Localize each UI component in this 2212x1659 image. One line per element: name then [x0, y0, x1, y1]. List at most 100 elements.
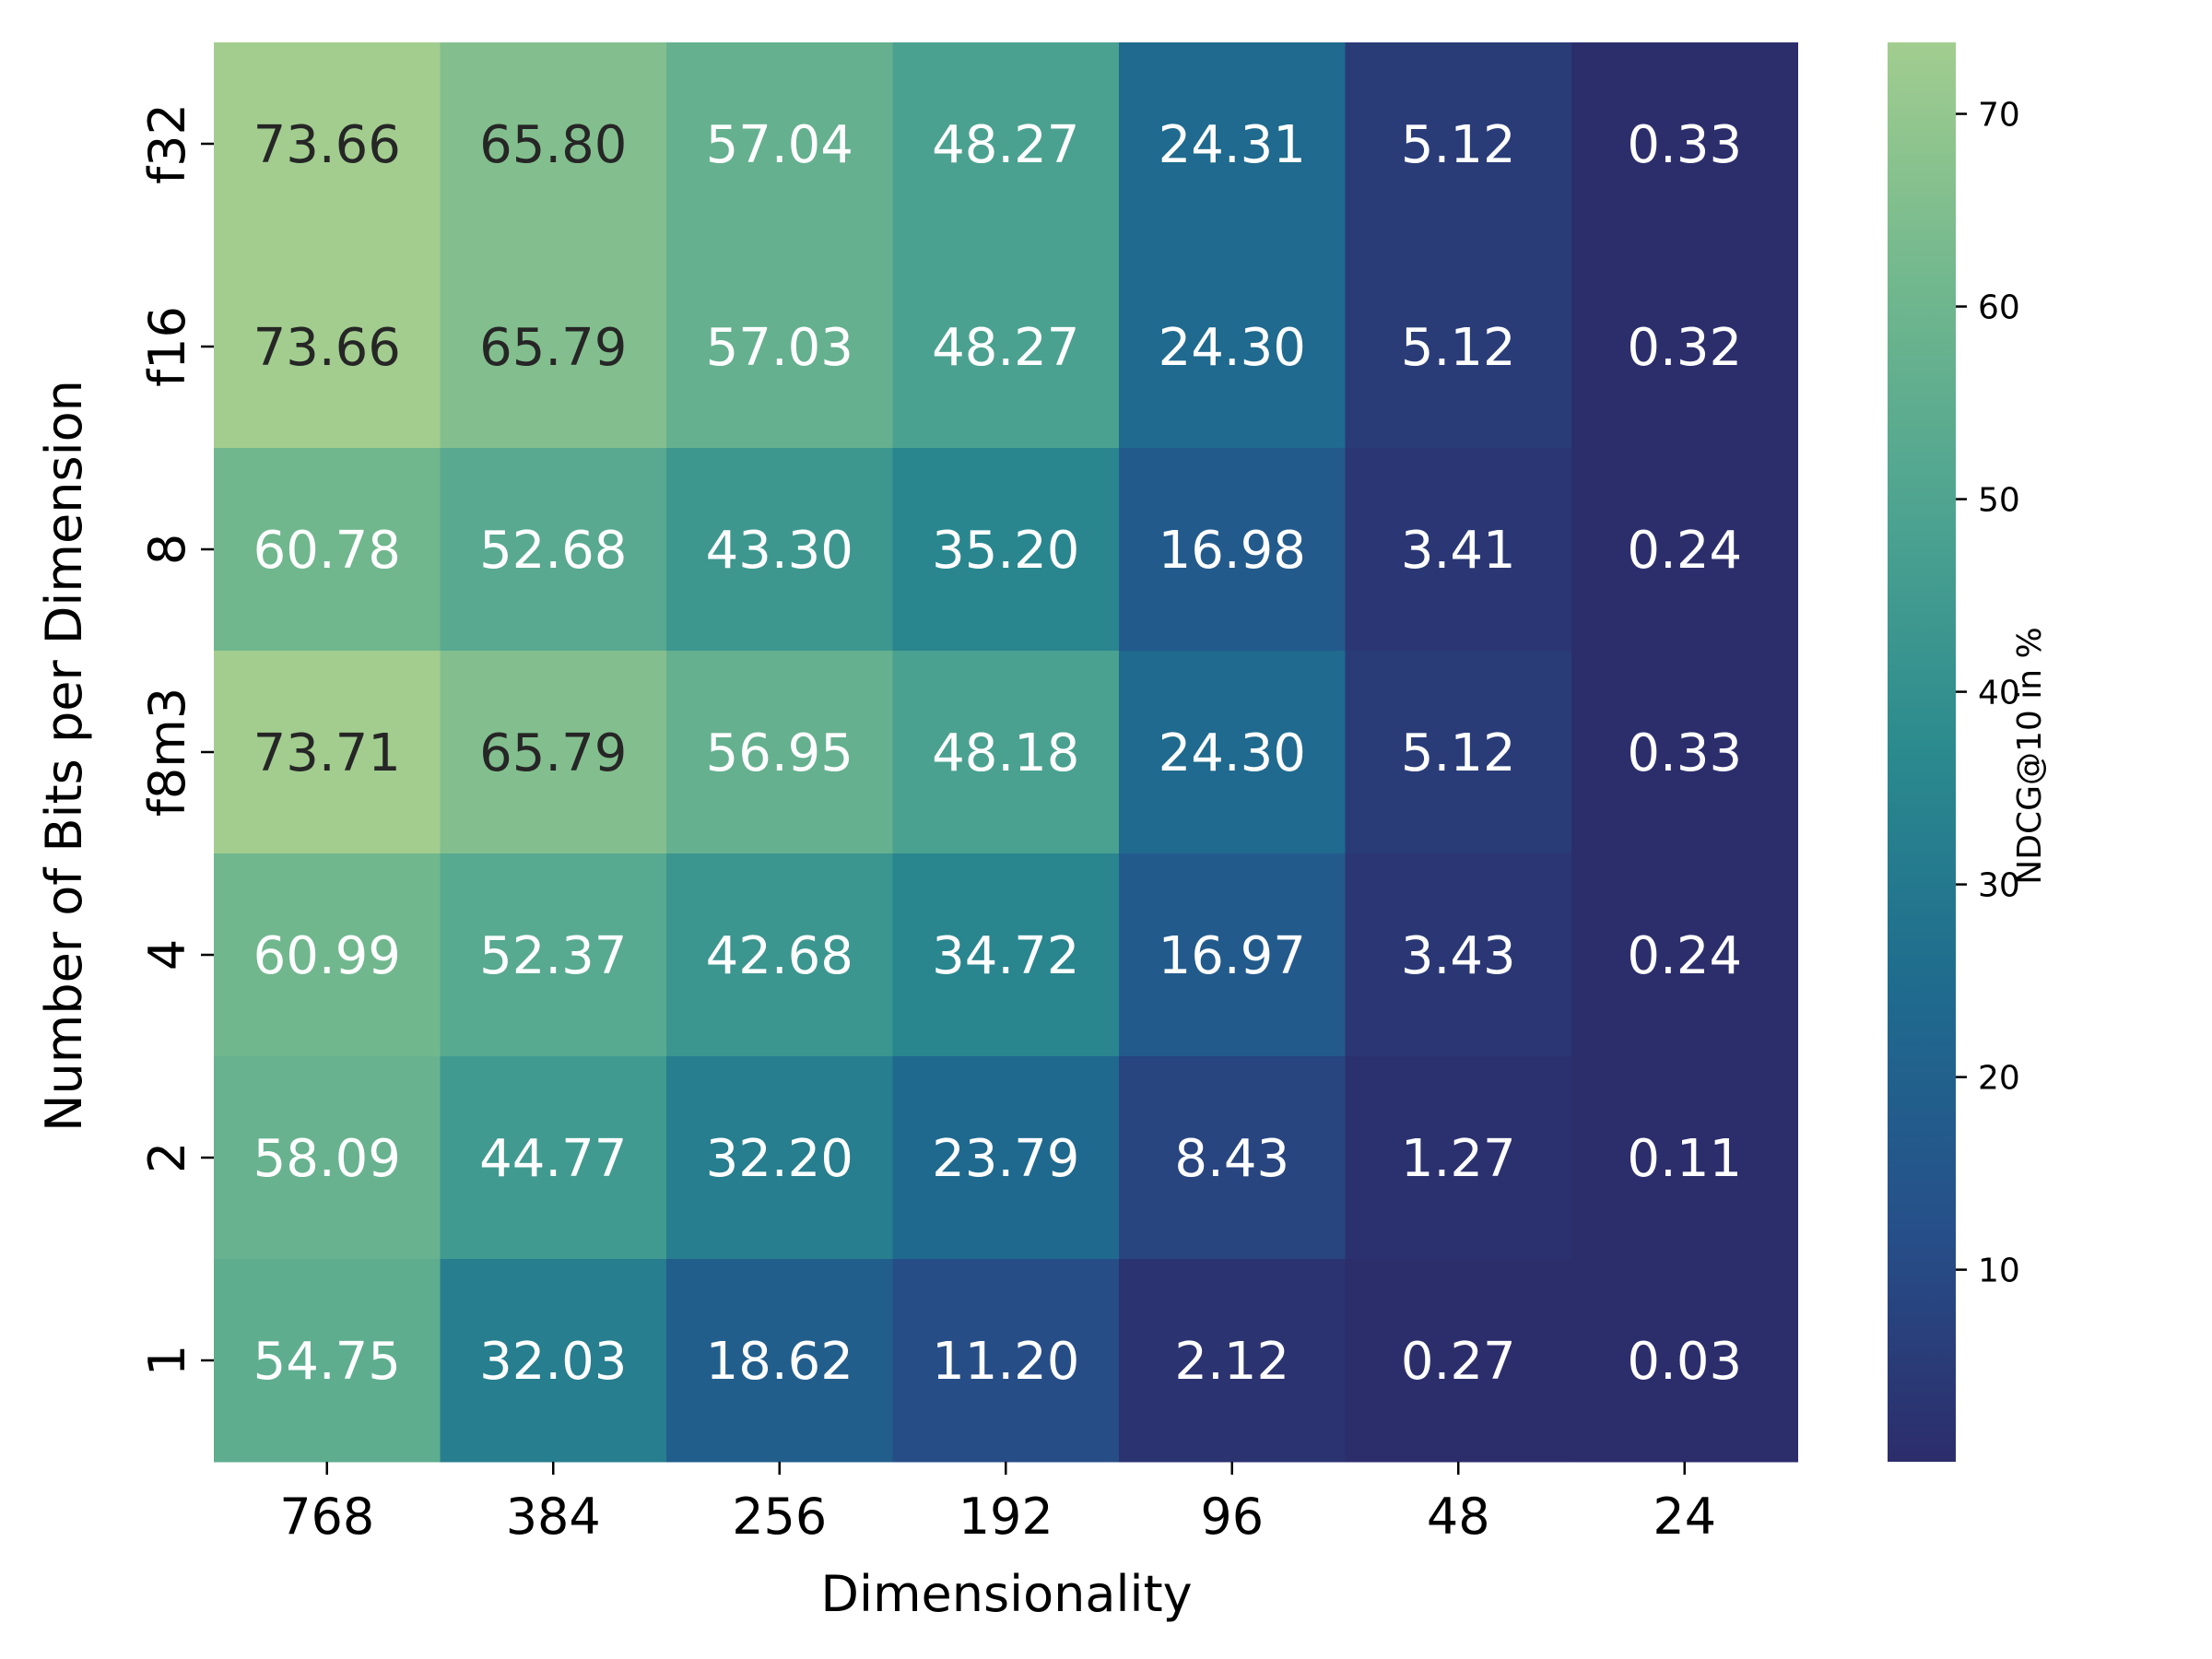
heatmap-cell — [892, 448, 1120, 652]
y-tick-label: 1 — [138, 1345, 196, 1376]
heatmap-cell — [1119, 1056, 1346, 1260]
colorbar-tick-label: 70 — [1978, 97, 2020, 135]
x-axis-label: Dimensionality — [820, 1565, 1192, 1623]
cell-value-label: 18.62 — [706, 1332, 853, 1392]
heatmap-cell — [214, 651, 441, 854]
cell-value-label: 3.41 — [1401, 521, 1516, 581]
heatmap-cell — [214, 1259, 441, 1463]
y-axis-label: Number of Bits per Dimension — [35, 380, 93, 1132]
x-tick-label: 384 — [506, 1488, 601, 1546]
heatmap-cell — [1119, 448, 1346, 652]
x-tick-label: 48 — [1427, 1488, 1490, 1546]
heatmap-cell — [666, 853, 893, 1057]
heatmap-cell — [892, 1259, 1120, 1463]
x-tick-label: 24 — [1653, 1488, 1716, 1546]
cell-value-label: 58.09 — [253, 1129, 401, 1189]
x-axis: 768 384 256 192 96 48 24 — [279, 1462, 1716, 1546]
heatmap-cell — [1345, 651, 1572, 854]
cell-value-label: 60.78 — [253, 521, 401, 581]
heatmap-cell — [214, 1056, 441, 1260]
cell-value-label: 5.12 — [1401, 724, 1516, 783]
cell-value-label: 52.37 — [479, 926, 627, 986]
cell-value-label: 11.20 — [932, 1332, 1079, 1392]
cell-value-label: 73.71 — [253, 724, 401, 783]
heatmap-cell — [440, 1056, 667, 1260]
cell-value-label: 60.99 — [253, 926, 401, 986]
cell-value-label: 48.27 — [932, 115, 1079, 175]
heatmap-cell — [666, 245, 893, 449]
heatmap-cell — [1571, 853, 1798, 1057]
colorbar-tick-label: 30 — [1978, 867, 2020, 905]
cell-value-label: 0.24 — [1627, 521, 1742, 581]
cell-value-label: 3.43 — [1401, 926, 1516, 986]
cell-value-label: 65.79 — [479, 318, 627, 378]
heatmap-cell — [440, 651, 667, 854]
heatmap-cell — [1345, 448, 1572, 652]
heatmap-cell — [892, 42, 1120, 246]
cell-value-label: 32.03 — [479, 1332, 627, 1392]
y-tick-label: f32 — [138, 103, 196, 184]
x-tick-label: 768 — [279, 1488, 374, 1546]
x-tick-label: 192 — [959, 1488, 1053, 1546]
colorbar-tick-label: 40 — [1978, 675, 2020, 712]
cell-value-label: 0.33 — [1627, 724, 1742, 783]
colorbar-label: NDCG@10 in % — [2011, 627, 2049, 884]
heatmap-cell — [214, 853, 441, 1057]
y-tick-label: 8 — [138, 534, 196, 565]
cell-value-label: 0.32 — [1627, 318, 1742, 378]
cell-value-label: 42.68 — [706, 926, 853, 986]
cell-value-label: 5.12 — [1401, 318, 1516, 378]
heatmap-cell — [1345, 853, 1572, 1057]
heatmap-cell — [1571, 245, 1798, 449]
y-tick-label: 4 — [138, 939, 196, 971]
cell-value-label: 0.11 — [1627, 1129, 1742, 1189]
cell-value-label: 0.33 — [1627, 115, 1742, 175]
cell-value-label: 0.27 — [1401, 1332, 1516, 1392]
cell-value-label: 43.30 — [706, 521, 853, 581]
cell-value-label: 32.20 — [706, 1129, 853, 1189]
heatmap-cell — [666, 1056, 893, 1260]
cell-value-label: 65.80 — [479, 115, 627, 175]
cell-value-label: 24.30 — [1159, 318, 1306, 378]
heatmap-cell — [214, 42, 441, 246]
y-tick-label: 2 — [138, 1142, 196, 1173]
y-tick-label: f16 — [138, 306, 196, 387]
cell-value-label: 24.30 — [1159, 724, 1306, 783]
cell-value-label: 73.66 — [253, 115, 401, 175]
cell-value-label: 2.12 — [1174, 1332, 1289, 1392]
heatmap-cell — [892, 853, 1120, 1057]
cell-value-label: 44.77 — [479, 1129, 627, 1189]
cell-value-label: 54.75 — [253, 1332, 401, 1392]
heatmap-cell — [666, 1259, 893, 1463]
cell-value-label: 35.20 — [932, 521, 1079, 581]
heatmap-cells — [214, 42, 1798, 1463]
heatmap-cell — [666, 42, 893, 246]
heatmap-cell — [1571, 1259, 1798, 1463]
cell-value-label: 0.03 — [1627, 1332, 1742, 1392]
heatmap-cell — [440, 1259, 667, 1463]
cell-value-label: 1.27 — [1401, 1129, 1516, 1189]
heatmap-cell — [1571, 448, 1798, 652]
cell-value-label: 24.31 — [1159, 115, 1306, 175]
heatmap-cell — [892, 245, 1120, 449]
x-tick-label: 96 — [1200, 1488, 1264, 1546]
heatmap-cell — [440, 448, 667, 652]
heatmap-cell — [1119, 245, 1346, 449]
cell-value-label: 48.27 — [932, 318, 1079, 378]
cell-value-label: 57.03 — [706, 318, 853, 378]
colorbar: 10 20 30 40 50 60 70 — [1888, 42, 2020, 1462]
cell-value-label: 16.98 — [1159, 521, 1306, 581]
cell-value-label: 65.79 — [479, 724, 627, 783]
cell-value-label: 23.79 — [932, 1129, 1079, 1189]
cell-value-label: 48.18 — [932, 724, 1079, 783]
heatmap-cell — [666, 448, 893, 652]
heatmap-cell — [1119, 42, 1346, 246]
cell-value-label: 16.97 — [1159, 926, 1306, 986]
colorbar-tick-label: 10 — [1978, 1253, 2020, 1290]
heatmap-cell — [214, 448, 441, 652]
cell-value-label: 52.68 — [479, 521, 627, 581]
heatmap-cell — [1345, 42, 1572, 246]
heatmap-cell — [1345, 1259, 1572, 1463]
y-axis: f32 f16 8 f8m3 4 2 1 — [138, 103, 214, 1376]
